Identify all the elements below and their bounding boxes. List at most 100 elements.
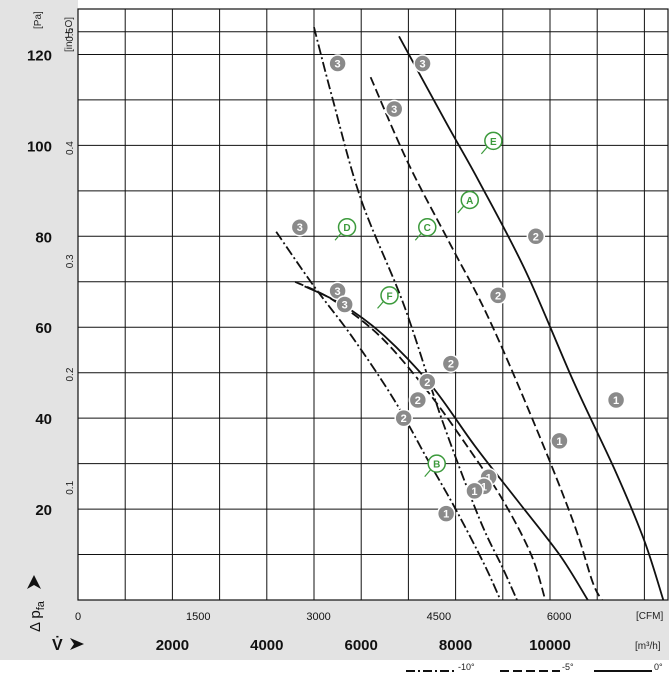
x-tick-label-m3h: 10000: [529, 637, 571, 654]
x-tick-label-cfm: 3000: [306, 611, 330, 623]
marker-label: 1: [481, 481, 487, 493]
axis-labels: 20 40 60 80 100 120 0.1 0.2 0.3 0.4 0.5 0 1500 3000 45…: [27, 27, 571, 654]
marker-circle: [526, 227, 546, 246]
marker-leader: [424, 469, 432, 478]
marker-circle: [328, 54, 347, 73]
marker-circle: [384, 99, 404, 119]
plot-frame: [77, 8, 669, 601]
marker-label: 1: [613, 395, 619, 407]
marker-circle: [418, 372, 437, 392]
marker-leader: [377, 301, 384, 309]
y-tick-label-inh2o: 0.3: [65, 254, 76, 268]
marker-label: D: [343, 223, 350, 234]
marker-label: 2: [424, 377, 430, 389]
plot-area: [78, 9, 668, 600]
x-tick-label-cfm: 0: [75, 611, 81, 623]
curve-letter-marker: E: [480, 131, 503, 155]
operating-point-marker: 3: [290, 217, 310, 237]
marker-circle: [337, 217, 357, 237]
curve-letter-marker: D: [334, 217, 357, 241]
marker-leader: [414, 232, 422, 241]
curve-letter-marker: F: [377, 286, 399, 309]
curve-letter-marker: C: [414, 217, 437, 241]
y-tick-label-inh2o: 0.5: [65, 27, 76, 41]
operating-point-marker: 2: [394, 408, 413, 428]
marker-circle: [550, 431, 569, 451]
operating-point-marker: 2: [418, 372, 437, 392]
x-unit-m3h: [m³/h]: [635, 641, 661, 652]
y-axis-symbol-main: Δ p: [27, 610, 44, 632]
marker-label: 1: [471, 486, 477, 498]
marker-circle: [427, 454, 446, 473]
legend: -10° -5° 0°: [406, 662, 663, 672]
x-tick-label-cfm: 6000: [547, 611, 571, 623]
operating-point-marker: 2: [488, 286, 508, 305]
curve-letter-marker: B: [424, 454, 446, 478]
marker-label: C: [424, 223, 431, 234]
y-tick-label-pa: 80: [35, 229, 52, 246]
y-unit-pa: [Pa]: [33, 11, 44, 29]
marker-leader: [457, 205, 465, 214]
y-tick-label-pa: 20: [35, 502, 52, 519]
marker-circle: [484, 131, 503, 151]
y-tick-label-pa: 120: [27, 47, 52, 64]
marker-circle: [488, 286, 508, 305]
marker-label: E: [490, 137, 497, 148]
marker-circle: [380, 286, 399, 305]
x-tick-label-m3h: 2000: [156, 637, 189, 654]
x-tick-label-m3h: 4000: [250, 637, 283, 654]
curve-dashed: [369, 76, 603, 601]
operating-point-marker: 3: [384, 99, 404, 119]
marker-circle: [460, 190, 480, 210]
grid: [77, 8, 669, 601]
y-axis-symbol: Δ pfa: [27, 600, 47, 632]
y-tick-label-inh2o: 0.1: [65, 480, 76, 494]
y-tick-label-inh2o: 0.2: [65, 367, 76, 381]
operating-point-marker: 1: [436, 504, 456, 523]
marker-circle: [606, 390, 626, 410]
marker-label: 3: [297, 222, 303, 234]
marker-circle: [335, 295, 354, 314]
x-axis-symbol: V̇: [52, 636, 63, 654]
marker-label: F: [386, 291, 392, 302]
operating-point-marker: 3: [328, 54, 347, 73]
marker-label: 3: [419, 59, 425, 71]
marker-label: 1: [486, 472, 492, 484]
curve-dashdot: [275, 231, 502, 601]
marker-label: 2: [495, 290, 501, 302]
marker-circle: [441, 354, 461, 373]
marker-label: 2: [448, 359, 454, 371]
marker-label: A: [466, 196, 473, 207]
marker-leader: [480, 146, 488, 155]
operating-point-marker: 3: [413, 54, 432, 73]
marker-label: 3: [335, 286, 341, 298]
marker-circle: [408, 390, 428, 410]
x-axis-band: [0, 600, 669, 660]
x-unit-cfm: [CFM]: [636, 611, 663, 622]
y-axis-arrow: [27, 575, 41, 589]
x-tick-label-m3h: 8000: [439, 637, 472, 654]
curve-dashdot: [313, 26, 518, 601]
operating-point-marker: 3: [335, 295, 354, 314]
y-axis-band: [0, 0, 78, 628]
y-axis-symbol-sub: fa: [35, 600, 47, 610]
x-tick-label-m3h: 6000: [345, 637, 378, 654]
y-tick-label-pa: 60: [35, 320, 52, 337]
marker-circle: [413, 54, 432, 73]
operating-point-marker: 1: [550, 431, 569, 451]
operating-point-marker: 1: [465, 481, 484, 501]
marker-leader: [334, 232, 342, 241]
x-tick-label-cfm: 1500: [186, 611, 210, 623]
operating-point-marker: 2: [408, 390, 428, 410]
operating-point-marker: 1: [606, 390, 626, 410]
operating-point-marker: 2: [526, 227, 546, 246]
marker-label: 3: [342, 300, 348, 312]
y-unit-inh2o: [in H₂O]: [64, 17, 75, 52]
x-tick-label-cfm: 4500: [427, 611, 451, 623]
marker-label: 1: [443, 509, 449, 521]
marker-circle: [394, 408, 413, 428]
curve-letter-marker: A: [457, 190, 480, 214]
marker-label: 3: [335, 59, 341, 71]
